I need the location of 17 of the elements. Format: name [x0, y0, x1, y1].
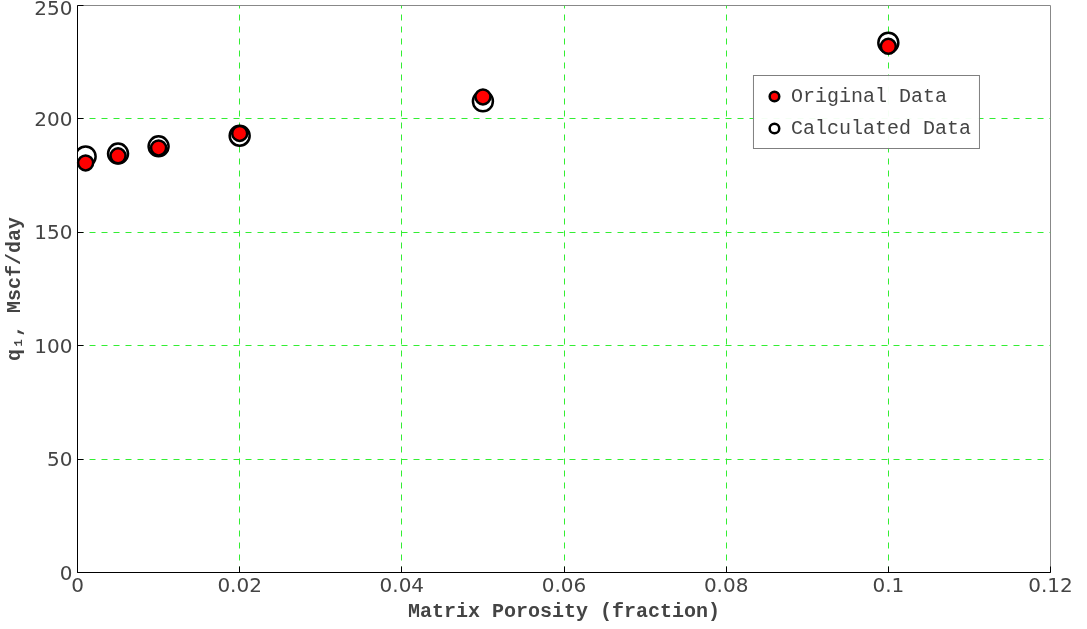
point	[76, 154, 95, 172]
y-axis-title: q₁, Mscf/day	[3, 216, 27, 362]
x-axis-title: Matrix Porosity (fraction)	[407, 599, 721, 623]
x-tick-label: 0.08	[703, 572, 749, 597]
y-tick-label: 100	[34, 333, 73, 358]
x-tick-label: 0.04	[379, 572, 425, 597]
y-tick-label: 250	[34, 0, 73, 20]
point	[879, 37, 898, 56]
y-tick-label: 50	[47, 447, 73, 472]
y-tick-label: 200	[34, 106, 73, 131]
x-tick-label: 0.02	[217, 572, 262, 597]
y-tick-label: 150	[34, 220, 73, 245]
legend-label: Calculated Data	[790, 116, 971, 140]
x-tick-label: 0.1	[872, 572, 905, 597]
x-tick-label: 0.06	[541, 572, 587, 597]
legend-label: Original Data	[790, 84, 947, 108]
x-tick-label: 0.12	[1028, 572, 1073, 597]
